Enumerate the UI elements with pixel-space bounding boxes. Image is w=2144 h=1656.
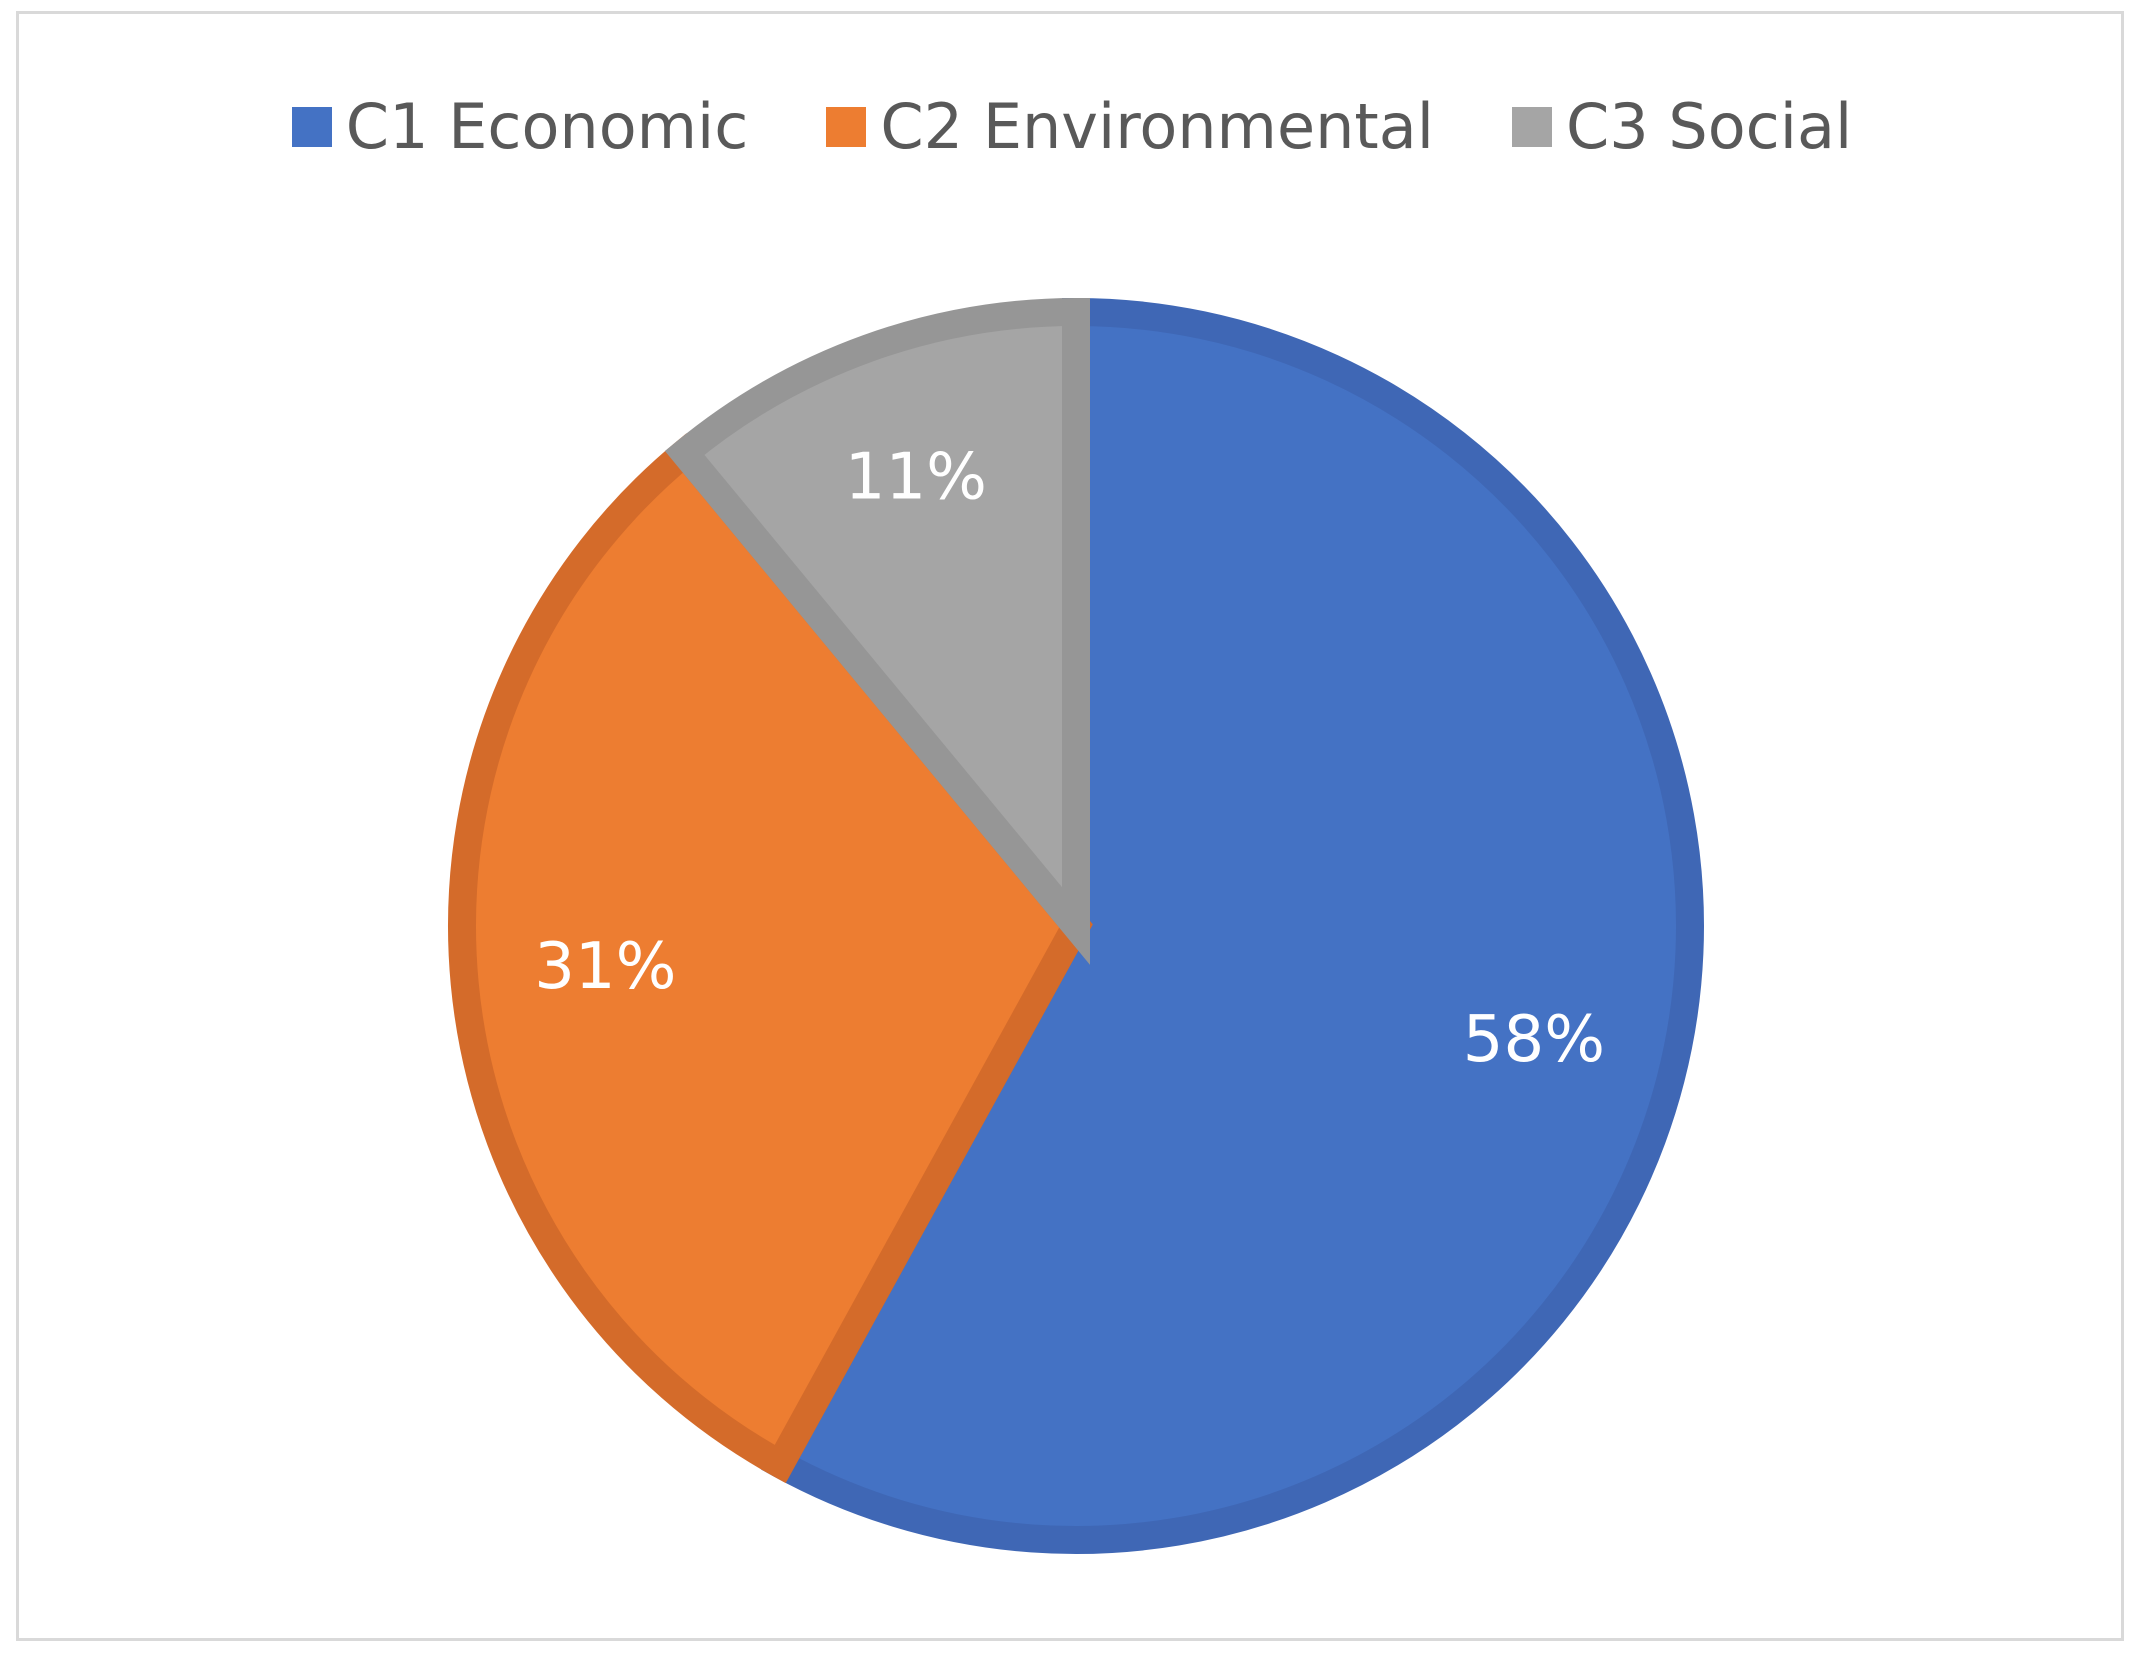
legend-label-c2: C2 Environmental: [880, 90, 1434, 163]
pie-label-c3: 11%: [845, 441, 987, 515]
legend-item-c1: C1 Economic: [291, 90, 749, 163]
legend-swatch-c2: [826, 107, 867, 147]
legend-label-c1: C1 Economic: [345, 90, 749, 163]
pie-slice-c1: [761, 297, 1705, 1554]
legend-item-c2: C2 Environmental: [826, 96, 1434, 158]
legend: C1 Economic C2 Environmental C3 Social: [0, 96, 2144, 158]
legend-swatch-c3: [1511, 107, 1552, 147]
pie-label-c2: 31%: [534, 930, 676, 1004]
pie-slice-c2: [448, 433, 1093, 1484]
pie-slice-c3: [664, 297, 1090, 965]
pie-label-c1: 58%: [1463, 1003, 1605, 1077]
legend-label-c3: C3 Social: [1565, 90, 1853, 163]
legend-swatch-c1: [291, 107, 332, 147]
legend-item-c3: C3 Social: [1511, 90, 1853, 163]
